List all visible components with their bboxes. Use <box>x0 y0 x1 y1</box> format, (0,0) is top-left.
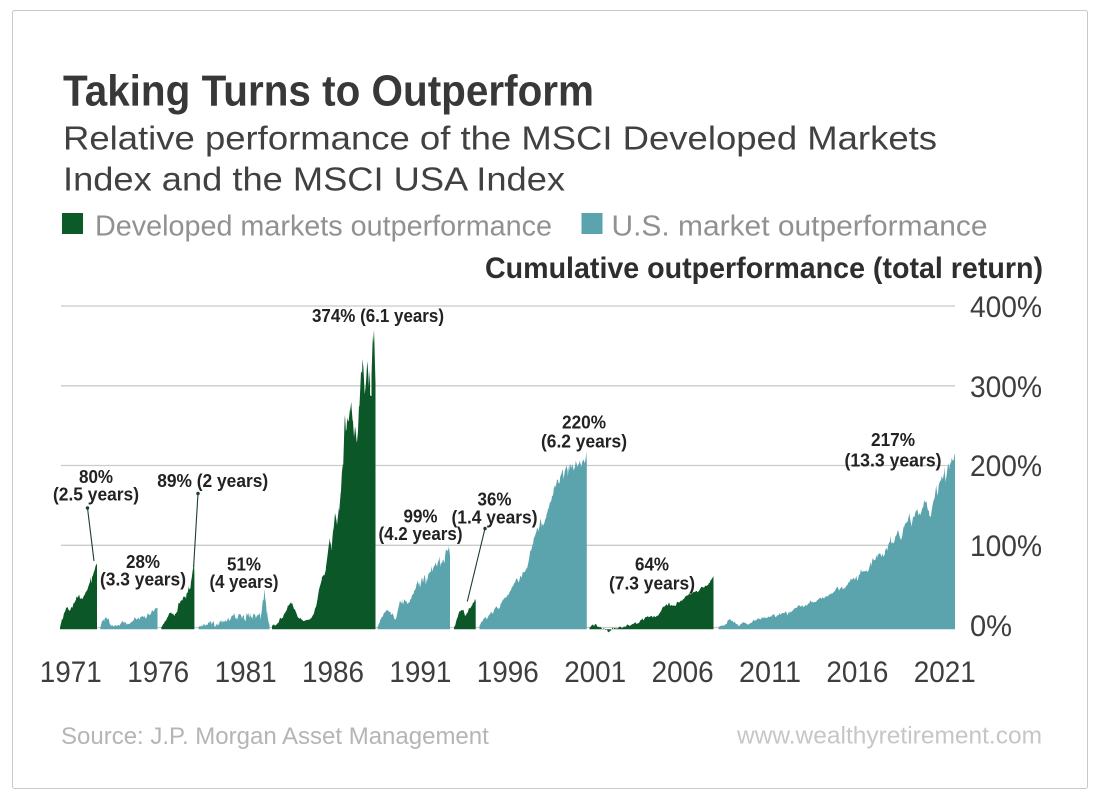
svg-text:1996: 1996 <box>477 656 539 689</box>
svg-text:1991: 1991 <box>389 656 451 689</box>
svg-text:2011: 2011 <box>739 656 801 689</box>
svg-text:Index and the MSCI USA Index: Index and the MSCI USA Index <box>63 160 566 197</box>
svg-text:2016: 2016 <box>826 656 888 689</box>
svg-text:(4 years): (4 years) <box>210 572 279 592</box>
svg-text:400%: 400% <box>970 291 1042 324</box>
svg-text:U.S. market outperformance: U.S. market outperformance <box>612 211 988 243</box>
svg-text:Cumulative outperformance (tot: Cumulative outperformance (total return) <box>485 252 1043 285</box>
svg-text:64%: 64% <box>635 555 669 575</box>
svg-text:Developed markets outperforman: Developed markets outperformance <box>95 211 552 243</box>
svg-text:1981: 1981 <box>215 656 277 689</box>
svg-text:0%: 0% <box>970 610 1012 643</box>
svg-text:220%: 220% <box>562 413 606 433</box>
svg-text:200%: 200% <box>970 450 1042 483</box>
svg-text:Relative performance of the MS: Relative performance of the MSCI Develop… <box>63 120 937 157</box>
svg-text:Taking Turns to Outperform: Taking Turns to Outperform <box>63 67 594 116</box>
svg-text:28%: 28% <box>126 552 160 572</box>
svg-text:2021: 2021 <box>914 656 976 689</box>
svg-text:(6.2 years): (6.2 years) <box>541 432 627 452</box>
svg-text:80%: 80% <box>79 467 113 487</box>
svg-text:(2.5 years): (2.5 years) <box>53 485 139 505</box>
svg-text:36%: 36% <box>478 490 512 510</box>
svg-text:99%: 99% <box>404 507 438 527</box>
svg-text:(7.3 years): (7.3 years) <box>609 574 695 594</box>
svg-text:374% (6.1 years): 374% (6.1 years) <box>312 306 444 326</box>
svg-text:2001: 2001 <box>564 656 626 689</box>
svg-text:1971: 1971 <box>40 656 102 689</box>
svg-text:2006: 2006 <box>652 656 714 689</box>
svg-text:(4.2 years): (4.2 years) <box>379 524 463 544</box>
svg-text:(3.3 years): (3.3 years) <box>100 570 186 590</box>
svg-text:100%: 100% <box>970 530 1042 563</box>
svg-text:1976: 1976 <box>127 656 189 689</box>
svg-text:www.wealthyretirement.com: www.wealthyretirement.com <box>736 723 1042 750</box>
svg-text:Source: J.P. Morgan Asset Mana: Source: J.P. Morgan Asset Management <box>61 723 489 750</box>
svg-text:(13.3 years): (13.3 years) <box>845 451 942 471</box>
svg-text:(1.4 years): (1.4 years) <box>452 508 538 528</box>
svg-text:1986: 1986 <box>302 656 364 689</box>
svg-text:51%: 51% <box>227 555 261 575</box>
svg-text:217%: 217% <box>871 430 915 450</box>
svg-text:300%: 300% <box>970 371 1042 404</box>
svg-text:89% (2 years): 89% (2 years) <box>157 471 268 491</box>
